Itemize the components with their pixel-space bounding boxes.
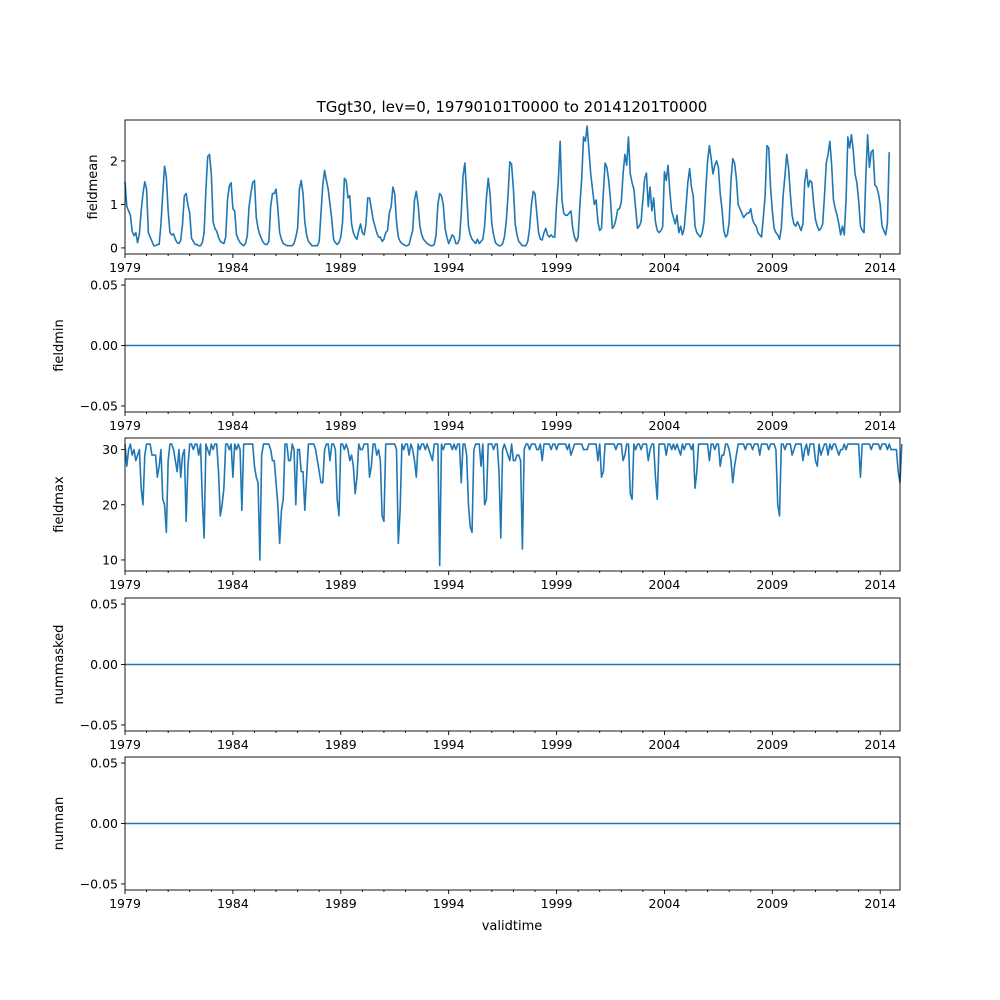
fieldmax-xtick-label: 2004 bbox=[649, 577, 681, 592]
numnan-xtick-label: 1979 bbox=[109, 896, 141, 911]
fieldmean-xtick-label: 2004 bbox=[649, 260, 681, 275]
fieldmax-ytick-label: 30 bbox=[102, 442, 118, 457]
fieldmax-ytick-label: 10 bbox=[102, 552, 118, 567]
subplot-numnan: −0.05 0.00 0.05 numnan 1979 1984 1989 1994 1999 2… bbox=[52, 756, 901, 911]
numnan-ytick-label: 0.05 bbox=[90, 756, 118, 771]
fieldmean-axes-frame bbox=[124, 119, 901, 255]
numnan-xtick-label: 1984 bbox=[217, 896, 249, 911]
numnan-ylabel: numnan bbox=[52, 797, 67, 851]
fieldmax-xtick-label: 1984 bbox=[217, 577, 249, 592]
numnan-xtick-label: 1989 bbox=[325, 896, 357, 911]
nummasked-xtick-label: 1989 bbox=[325, 737, 357, 752]
fieldmin-xtick-label: 1989 bbox=[325, 418, 357, 433]
fieldmax-xtick-label: 2009 bbox=[756, 577, 788, 592]
fieldmean-xtick-label: 1989 bbox=[325, 260, 357, 275]
nummasked-xtick-label: 1979 bbox=[109, 737, 141, 752]
nummasked-ytick-label: 0.00 bbox=[90, 657, 118, 672]
x-axis-label: validtime bbox=[482, 919, 543, 934]
fieldmin-xtick-label: 1999 bbox=[541, 418, 573, 433]
fieldmean-ytick-label: 1 bbox=[110, 197, 118, 212]
fieldmin-ytick-label: 0.00 bbox=[90, 338, 118, 353]
nummasked-ytick-label: 0.05 bbox=[90, 597, 118, 612]
nummasked-xtick-label: 1999 bbox=[541, 737, 573, 752]
numnan-xtick-label: 1999 bbox=[541, 896, 573, 911]
nummasked-xtick-label: 2014 bbox=[864, 737, 896, 752]
nummasked-xtick-label: 1994 bbox=[433, 737, 465, 752]
fieldmax-xtick-label: 2014 bbox=[864, 577, 896, 592]
fieldmean-xtick-label: 1979 bbox=[109, 260, 141, 275]
fieldmean-series-line bbox=[124, 125, 891, 247]
nummasked-ytick-label: −0.05 bbox=[80, 717, 118, 732]
fieldmin-xtick-label: 2009 bbox=[756, 418, 788, 433]
nummasked-xtick-label: 2004 bbox=[649, 737, 681, 752]
fieldmin-ylabel: fieldmin bbox=[52, 319, 67, 372]
fieldmean-ytick-label: 2 bbox=[110, 153, 118, 168]
fieldmin-xtick-label: 2004 bbox=[649, 418, 681, 433]
numnan-ytick-label: 0.00 bbox=[90, 816, 118, 831]
fieldmin-xtick-label: 1979 bbox=[109, 418, 141, 433]
numnan-xtick-label: 2004 bbox=[649, 896, 681, 911]
subplot-nummasked: −0.05 0.00 0.05 nummasked 1979 1984 1989 1994 19… bbox=[52, 597, 901, 752]
fieldmin-xtick-label: 1984 bbox=[217, 418, 249, 433]
numnan-xtick-label: 2014 bbox=[864, 896, 896, 911]
fieldmean-xtick-label: 2009 bbox=[756, 260, 788, 275]
fieldmin-xtick-label: 2014 bbox=[864, 418, 896, 433]
fieldmax-series-line bbox=[124, 443, 903, 567]
subplot-fieldmax: 10 20 30 fieldmax 1979 1984 1989 1994 1999 2004 20… bbox=[52, 437, 903, 592]
fieldmean-xtick-label: 1999 bbox=[541, 260, 573, 275]
fieldmin-ytick-label: 0.05 bbox=[90, 278, 118, 293]
fieldmin-ytick-label: −0.05 bbox=[80, 398, 118, 413]
fieldmax-xtick-label: 1994 bbox=[433, 577, 465, 592]
nummasked-xtick-label: 2009 bbox=[756, 737, 788, 752]
subplot-fieldmin: −0.05 0.00 0.05 fieldmin 1979 1984 1989 1994 199… bbox=[52, 278, 901, 433]
fieldmax-ylabel: fieldmax bbox=[52, 476, 67, 533]
subplots: 0 1 2 fieldmean 1979 1984 1989 1994 1999 2004 2009… bbox=[52, 119, 903, 911]
numnan-xtick-label: 1994 bbox=[433, 896, 465, 911]
fieldmax-ytick-label: 20 bbox=[102, 497, 118, 512]
fieldmean-xtick-label: 1994 bbox=[433, 260, 465, 275]
fieldmax-xtick-label: 1999 bbox=[541, 577, 573, 592]
figure-title: TGgt30, lev=0, 19790101T0000 to 20141201… bbox=[316, 98, 708, 116]
nummasked-ylabel: nummasked bbox=[52, 625, 67, 705]
fieldmean-xtick-label: 1984 bbox=[217, 260, 249, 275]
fieldmean-ytick-label: 0 bbox=[110, 240, 118, 255]
nummasked-xtick-label: 1984 bbox=[217, 737, 249, 752]
fieldmean-ylabel: fieldmean bbox=[86, 155, 101, 220]
fieldmin-xtick-label: 1994 bbox=[433, 418, 465, 433]
fieldmean-xtick-label: 2014 bbox=[864, 260, 896, 275]
fieldmax-xtick-label: 1979 bbox=[109, 577, 141, 592]
numnan-xtick-label: 2009 bbox=[756, 896, 788, 911]
subplot-fieldmean: 0 1 2 fieldmean 1979 1984 1989 1994 1999 2004 2009… bbox=[86, 119, 901, 275]
fieldmax-xtick-label: 1989 bbox=[325, 577, 357, 592]
numnan-ytick-label: −0.05 bbox=[80, 876, 118, 891]
